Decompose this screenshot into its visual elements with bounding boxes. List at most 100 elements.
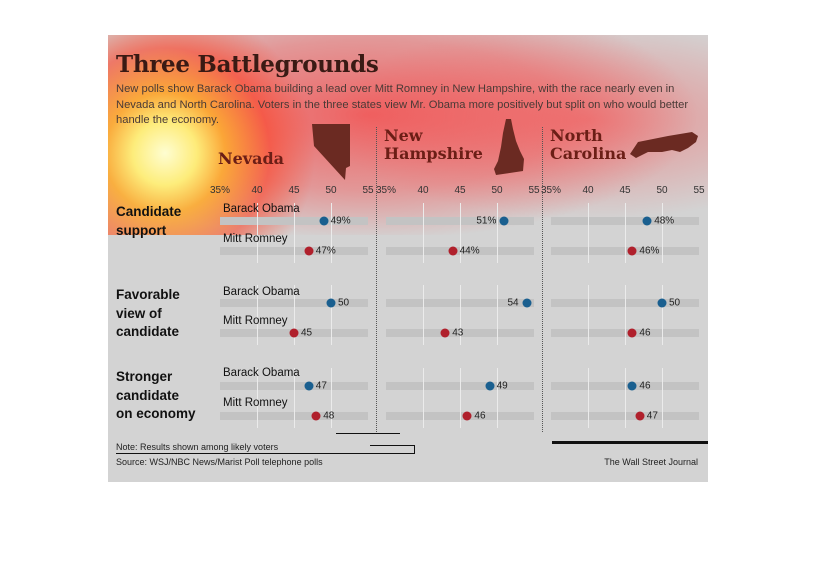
axis-tick-label: 50 bbox=[325, 185, 337, 196]
grid-line bbox=[662, 368, 663, 428]
grid-line bbox=[460, 368, 461, 428]
chart-subtitle: New polls show Barack Obama building a l… bbox=[116, 83, 689, 126]
data-point-romney bbox=[627, 328, 637, 338]
grid-line bbox=[625, 368, 626, 428]
grid-line bbox=[294, 368, 295, 428]
chart-title: Three Battlegrounds bbox=[116, 51, 379, 78]
data-label: 54 bbox=[507, 297, 519, 309]
data-point-obama bbox=[657, 298, 667, 308]
footer-rule bbox=[552, 441, 708, 444]
source-line: Source: WSJ/NBC News/Marist Poll telepho… bbox=[116, 457, 323, 467]
footer-rule bbox=[116, 453, 414, 454]
grid-line bbox=[588, 203, 589, 263]
state-label-nevada: Nevada bbox=[218, 149, 285, 168]
data-label: 48 bbox=[323, 410, 335, 422]
grid-line bbox=[423, 203, 424, 263]
candidate-label-romney: Mitt Romney bbox=[223, 233, 288, 245]
data-label: 45 bbox=[301, 327, 313, 339]
axis-tick-label: 40 bbox=[417, 185, 429, 196]
axis-tick-label: 45 bbox=[454, 185, 466, 196]
grid-line bbox=[625, 285, 626, 345]
state-label-new-hampshire: New Hampshire bbox=[384, 126, 483, 163]
candidate-label-obama: Barack Obama bbox=[223, 367, 300, 379]
axis-tick-label: 40 bbox=[251, 185, 263, 196]
panel-separator bbox=[376, 127, 377, 432]
grid-line bbox=[460, 203, 461, 263]
data-point-obama bbox=[642, 216, 652, 226]
footer-rule bbox=[414, 445, 415, 454]
state-label-north-carolina: North Carolina bbox=[550, 126, 627, 163]
grid-line bbox=[497, 368, 498, 428]
grid-line bbox=[460, 285, 461, 345]
data-label: 46 bbox=[639, 327, 651, 339]
grid-line bbox=[497, 203, 498, 263]
grid-line bbox=[257, 203, 258, 263]
data-label: 49 bbox=[496, 380, 508, 392]
data-label: 44% bbox=[459, 245, 480, 257]
data-label: 50 bbox=[338, 297, 350, 309]
grid-line bbox=[331, 285, 332, 345]
candidate-label-obama: Barack Obama bbox=[223, 286, 300, 298]
axis-tick-label: 35% bbox=[540, 185, 562, 196]
data-label: 47 bbox=[646, 410, 658, 422]
grid-line bbox=[625, 203, 626, 263]
data-point-obama bbox=[499, 216, 509, 226]
north-carolina-state-shape bbox=[630, 132, 698, 158]
grid-line bbox=[331, 203, 332, 263]
grid-line bbox=[294, 203, 295, 263]
data-point-romney bbox=[311, 411, 321, 421]
data-label: 49% bbox=[330, 215, 351, 227]
footer-rule bbox=[370, 445, 414, 446]
data-label: 50 bbox=[669, 297, 681, 309]
data-label: 46% bbox=[639, 245, 660, 257]
grid-line bbox=[257, 285, 258, 345]
nevada-state-shape bbox=[312, 124, 350, 180]
data-label: 48% bbox=[654, 215, 675, 227]
data-point-romney bbox=[627, 246, 637, 256]
grid-line bbox=[588, 368, 589, 428]
data-point-romney bbox=[462, 411, 472, 421]
row-label-favorable-view: Favorable view of candidate bbox=[116, 287, 180, 339]
panel-separator bbox=[542, 127, 543, 432]
data-label: 43 bbox=[452, 327, 464, 339]
grid-line bbox=[331, 368, 332, 428]
footer-rule bbox=[336, 433, 400, 434]
grid-line bbox=[588, 285, 589, 345]
candidate-label-obama: Barack Obama bbox=[223, 203, 300, 215]
footnote: Note: Results shown among likely voters bbox=[116, 442, 279, 452]
grid-line bbox=[294, 285, 295, 345]
axis-tick-label: 50 bbox=[491, 185, 503, 196]
axis-tick-label: 45 bbox=[619, 185, 631, 196]
infographic-card: Three Battlegrounds New polls show Barac… bbox=[108, 35, 708, 482]
axis-tick-label: 35% bbox=[209, 185, 231, 196]
publisher-credit: The Wall Street Journal bbox=[604, 457, 698, 467]
data-label: 46 bbox=[639, 380, 651, 392]
data-point-romney bbox=[448, 246, 458, 256]
data-label: 46 bbox=[474, 410, 486, 422]
data-point-obama bbox=[627, 381, 637, 391]
data-label: 47% bbox=[315, 245, 336, 257]
data-point-romney bbox=[289, 328, 299, 338]
candidate-label-romney: Mitt Romney bbox=[223, 397, 288, 409]
grid-line bbox=[423, 368, 424, 428]
grid-line bbox=[662, 203, 663, 263]
grid-line bbox=[662, 285, 663, 345]
new-hampshire-state-shape bbox=[494, 119, 524, 175]
grid-line bbox=[497, 285, 498, 345]
data-point-romney bbox=[635, 411, 645, 421]
data-label: 51% bbox=[476, 215, 497, 227]
data-point-romney bbox=[440, 328, 450, 338]
axis-tick-label: 35% bbox=[375, 185, 397, 196]
data-point-obama bbox=[522, 298, 532, 308]
candidate-label-romney: Mitt Romney bbox=[223, 315, 288, 327]
axis-tick-label: 55 bbox=[693, 185, 705, 196]
data-point-obama bbox=[319, 216, 329, 226]
row-label-stronger-economy: Stronger candidate on economy bbox=[116, 369, 196, 421]
grid-line bbox=[257, 368, 258, 428]
data-point-obama bbox=[485, 381, 495, 391]
data-point-obama bbox=[326, 298, 336, 308]
axis-tick-label: 45 bbox=[288, 185, 300, 196]
data-label: 47 bbox=[315, 380, 327, 392]
data-point-romney bbox=[304, 246, 314, 256]
axis-tick-label: 50 bbox=[656, 185, 668, 196]
